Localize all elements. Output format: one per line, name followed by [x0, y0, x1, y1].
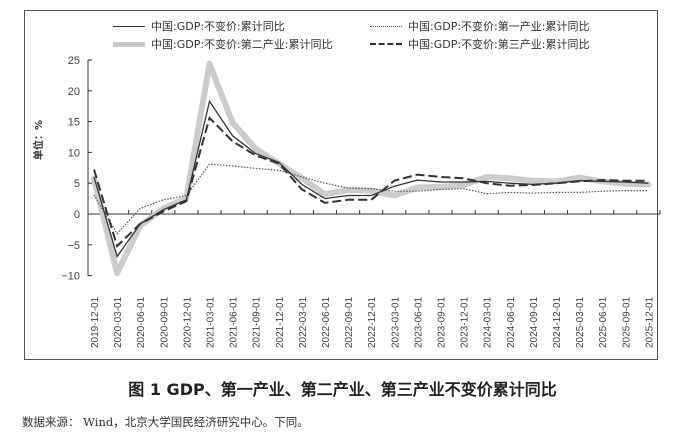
x-tick-label: 2024-06-01: [506, 296, 517, 348]
series-line-dotted: [93, 163, 649, 235]
solid-line-swatch-icon: [113, 25, 145, 27]
x-tick-label: 2022-03-01: [298, 296, 309, 348]
x-tick-label: 2020-06-01: [136, 296, 147, 348]
chart-frame: [24, 10, 658, 360]
x-tick-label: 2025-06-01: [598, 296, 609, 348]
dotted-line-swatch-icon: [370, 25, 402, 27]
legend-label: 中国:GDP:不变价:第三产业:累计同比: [408, 38, 590, 51]
y-tick-label: −5: [67, 240, 80, 252]
series-line-dashed: [93, 115, 649, 248]
series-layer: [91, 60, 652, 277]
x-tick-label: 2025-09-01: [621, 296, 632, 348]
legend-item-primary: 中国:GDP:不变价:第一产业:累计同比: [370, 18, 589, 34]
x-tick-label: 2023-09-01: [437, 296, 448, 348]
x-tick-label: 2019-12-01: [90, 296, 101, 348]
x-tick-label: 2021-06-01: [229, 296, 240, 348]
legend-label: 中国:GDP:不变价:累计同比: [151, 20, 285, 33]
y-axis: −10 −5 0 5 10 15 20 25: [61, 55, 92, 283]
x-tick-label: 2024-12-01: [552, 296, 563, 348]
x-tick-label: 2020-03-01: [113, 296, 124, 348]
legend-item-tertiary: 中国:GDP:不变价:第三产业:累计同比: [370, 36, 589, 52]
legend-label: 中国:GDP:不变价:第二产业:累计同比: [151, 38, 333, 51]
line-chart: −10 −5 0 5 10 15 20 25 2019-12-01 2020-03-01 2020…: [32, 55, 661, 348]
y-tick-label: 20: [68, 86, 80, 98]
x-tick-label: 2021-03-01: [206, 296, 217, 348]
x-tick-label: 2020-09-01: [159, 296, 170, 348]
x-tick-label: 2022-09-01: [344, 296, 355, 348]
x-tick-label: 2022-12-01: [367, 296, 378, 348]
x-tick-label: 2021-09-01: [252, 296, 263, 348]
x-tick-label: 2024-03-01: [483, 296, 494, 348]
legend-item-secondary: 中国:GDP:不变价:第二产业:累计同比: [113, 36, 332, 52]
y-tick-label: −10: [61, 271, 80, 283]
x-axis: 2019-12-01 2020-03-01 2020-06-01 2020-09-01…: [88, 210, 661, 348]
dashed-line-swatch-icon: [370, 43, 402, 45]
x-tick-label: 2022-06-01: [321, 296, 332, 348]
y-tick-label: 25: [68, 55, 80, 67]
x-tick-label: 2025-03-01: [575, 296, 586, 348]
x-tick-label: 2024-09-01: [529, 296, 540, 348]
x-tick-label: 2023-12-01: [460, 296, 471, 348]
y-axis-label: 单位：%: [32, 120, 45, 160]
thick-gray-line-swatch-icon: [113, 41, 145, 47]
y-tick-label: 0: [74, 209, 80, 221]
x-tick-label: 2023-03-01: [390, 296, 401, 348]
x-tick-label: 2023-06-01: [413, 296, 424, 348]
x-tick-label: 2020-12-01: [182, 296, 193, 348]
y-tick-label: 15: [68, 117, 80, 129]
legend-label: 中国:GDP:不变价:第一产业:累计同比: [408, 20, 590, 33]
series-line-thick-gray: [91, 60, 652, 277]
y-tick-label: 5: [74, 178, 80, 190]
y-tick-label: 10: [68, 147, 80, 159]
legend-item-gdp: 中国:GDP:不变价:累计同比: [113, 18, 285, 34]
x-tick-label: 2025-12-01: [644, 296, 655, 348]
data-source-note: 数据来源： Wind，北京大学国民经济研究中心。下同。: [22, 415, 309, 429]
figure-title: 图 1 GDP、第一产业、第二产业、第三产业不变价累计同比: [128, 380, 557, 399]
x-tick-label: 2021-12-01: [275, 296, 286, 348]
